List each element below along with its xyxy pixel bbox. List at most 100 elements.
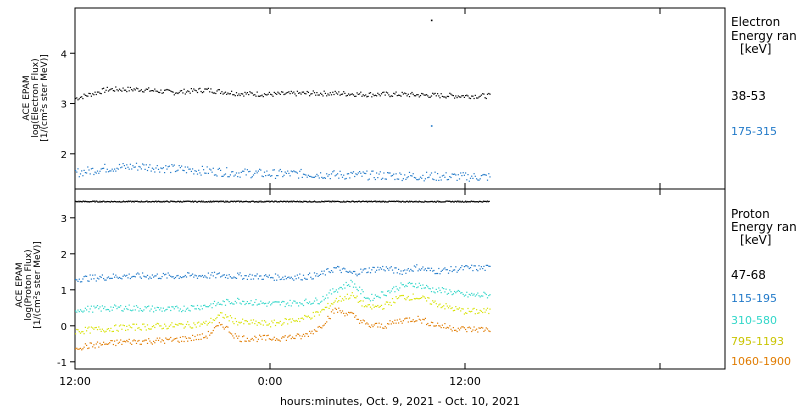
proton-point-reference: [200, 200, 203, 202]
proton-point-310-580: [472, 294, 474, 296]
proton-point-310-580: [84, 307, 86, 309]
proton-point-1060-1900: [112, 343, 114, 346]
proton-point-795-1193: [212, 319, 214, 321]
proton-point-reference: [189, 200, 191, 202]
proton-point-310-580: [262, 302, 264, 304]
electron-point-175-315: [400, 173, 402, 175]
proton-point-1060-1900: [456, 330, 458, 333]
proton-point-310-580: [450, 291, 452, 293]
proton-point-310-580: [356, 288, 358, 290]
proton-point-reference: [399, 200, 401, 202]
proton-point-1060-1900: [438, 325, 440, 327]
electron-point-175-315: [245, 174, 247, 176]
electron-point-175-315: [103, 167, 105, 169]
proton-point-reference: [389, 200, 391, 202]
proton-point-reference: [359, 201, 361, 203]
proton-point-310-580: [365, 297, 367, 299]
electron-point-38-53: [328, 94, 330, 96]
proton-point-795-1193: [485, 309, 487, 311]
proton-point-reference: [103, 200, 105, 202]
electron-point-38-53: [341, 93, 344, 95]
proton-point-310-580: [103, 307, 105, 310]
proton-point-reference: [469, 201, 472, 203]
proton-legend-1060-1900: 1060-1900: [731, 355, 791, 368]
electron-point-175-315: [246, 169, 248, 171]
electron-point-175-315: [416, 179, 418, 181]
electron-point-38-53: [133, 88, 135, 90]
electron-point-38-53: [330, 94, 333, 96]
proton-point-reference: [184, 200, 186, 202]
proton-point-1060-1900: [240, 341, 242, 343]
proton-point-795-1193: [194, 324, 196, 326]
proton-point-reference: [235, 200, 238, 202]
proton-point-1060-1900: [313, 329, 316, 331]
proton-point-reference: [144, 201, 147, 203]
proton-point-795-1193: [379, 305, 381, 308]
proton-point-reference: [182, 201, 184, 203]
proton-point-795-1193: [239, 322, 241, 324]
electron-point-175-315: [305, 174, 307, 176]
proton-point-795-1193: [324, 306, 326, 308]
proton-point-115-195: [363, 268, 365, 270]
x-tick-label: 0:00: [258, 375, 283, 388]
proton-point-795-1193: [301, 317, 303, 319]
proton-point-310-580: [226, 298, 228, 301]
proton-point-reference: [294, 201, 296, 203]
proton-point-1060-1900: [218, 322, 220, 324]
proton-point-1060-1900: [455, 329, 457, 331]
proton-point-795-1193: [306, 316, 308, 318]
proton-point-310-580: [277, 301, 279, 303]
proton-point-795-1193: [283, 322, 285, 324]
proton-point-reference: [272, 201, 274, 203]
proton-point-310-580: [265, 302, 267, 304]
proton-point-1060-1900: [90, 342, 92, 344]
proton-point-795-1193: [396, 298, 398, 300]
proton-point-115-195: [243, 277, 245, 280]
proton-point-1060-1900: [160, 341, 162, 343]
proton-point-795-1193: [458, 307, 461, 309]
electron-point-175-315: [337, 173, 339, 175]
proton-point-795-1193: [84, 326, 86, 328]
proton-point-795-1193: [377, 304, 379, 307]
proton-point-795-1193: [393, 301, 395, 303]
proton-point-reference: [278, 201, 280, 203]
proton-point-reference: [152, 200, 154, 202]
electron-point-38-53: [361, 95, 363, 97]
proton-point-795-1193: [92, 327, 94, 329]
electron-point-38-53: [265, 94, 267, 96]
proton-point-reference: [127, 201, 129, 203]
electron-point-175-315: [93, 173, 95, 176]
proton-point-310-580: [211, 307, 213, 309]
electron-point-38-53: [138, 90, 140, 92]
proton-point-795-1193: [439, 303, 441, 305]
proton-point-115-195: [278, 276, 280, 278]
proton-point-310-580: [177, 307, 179, 309]
electron-point-175-315: [215, 174, 217, 176]
electron-point-175-315: [332, 171, 334, 173]
proton-point-795-1193: [477, 312, 479, 314]
proton-point-115-195: [489, 265, 491, 267]
proton-point-310-580: [121, 310, 123, 312]
proton-point-reference: [203, 201, 205, 203]
proton-point-115-195: [144, 276, 146, 278]
proton-point-1060-1900: [220, 324, 222, 326]
proton-point-310-580: [388, 290, 390, 292]
electron-point-175-315: [83, 169, 85, 171]
proton-point-reference: [295, 201, 297, 203]
electron-point-38-53: [262, 96, 264, 98]
proton-point-795-1193: [376, 305, 378, 308]
proton-point-reference: [114, 201, 116, 203]
electron-point-175-315: [446, 179, 448, 181]
proton-point-1060-1900: [366, 322, 368, 324]
proton-point-795-1193: [346, 293, 348, 295]
proton-point-reference: [465, 200, 467, 202]
proton-point-795-1193: [318, 314, 320, 316]
proton-point-115-195: [153, 276, 155, 278]
proton-point-795-1193: [395, 296, 397, 298]
electron-point-175-315: [361, 175, 363, 177]
proton-point-310-580: [410, 283, 412, 285]
electron-point-175-315: [472, 177, 474, 179]
proton-point-1060-1900: [223, 328, 225, 330]
proton-point-795-1193: [237, 324, 239, 326]
proton-point-795-1193: [371, 308, 373, 310]
